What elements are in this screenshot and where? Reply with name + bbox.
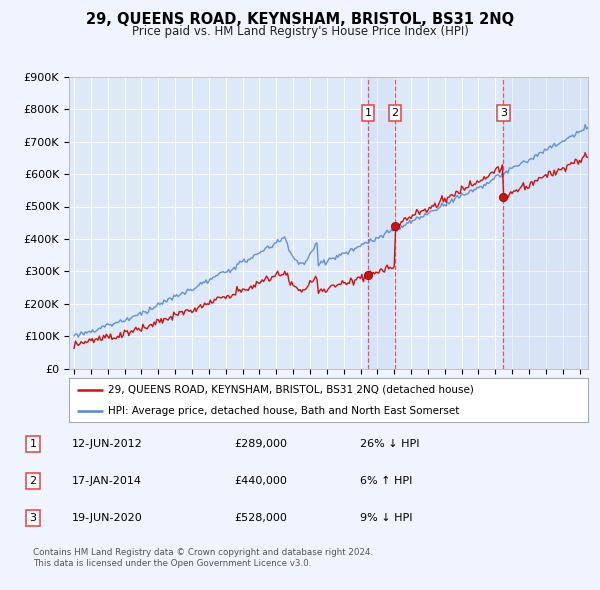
Bar bbox=[503, 77, 588, 369]
Text: 9% ↓ HPI: 9% ↓ HPI bbox=[360, 513, 413, 523]
Text: 3: 3 bbox=[29, 513, 37, 523]
Text: 6% ↑ HPI: 6% ↑ HPI bbox=[360, 476, 412, 486]
Text: 29, QUEENS ROAD, KEYNSHAM, BRISTOL, BS31 2NQ (detached house): 29, QUEENS ROAD, KEYNSHAM, BRISTOL, BS31… bbox=[108, 385, 474, 395]
Text: 26% ↓ HPI: 26% ↓ HPI bbox=[360, 439, 419, 449]
Text: 3: 3 bbox=[500, 108, 507, 118]
Text: Price paid vs. HM Land Registry's House Price Index (HPI): Price paid vs. HM Land Registry's House … bbox=[131, 25, 469, 38]
Text: £528,000: £528,000 bbox=[234, 513, 287, 523]
Text: £289,000: £289,000 bbox=[234, 439, 287, 449]
Text: 19-JUN-2020: 19-JUN-2020 bbox=[72, 513, 143, 523]
Text: 1: 1 bbox=[29, 439, 37, 449]
Text: HPI: Average price, detached house, Bath and North East Somerset: HPI: Average price, detached house, Bath… bbox=[108, 406, 460, 416]
Text: 29, QUEENS ROAD, KEYNSHAM, BRISTOL, BS31 2NQ: 29, QUEENS ROAD, KEYNSHAM, BRISTOL, BS31… bbox=[86, 12, 514, 27]
Text: £440,000: £440,000 bbox=[234, 476, 287, 486]
Text: 2: 2 bbox=[391, 108, 398, 118]
Text: 2: 2 bbox=[29, 476, 37, 486]
Text: Contains HM Land Registry data © Crown copyright and database right 2024.
This d: Contains HM Land Registry data © Crown c… bbox=[33, 548, 373, 568]
Bar bbox=[368, 77, 395, 369]
Text: 1: 1 bbox=[365, 108, 371, 118]
Text: 17-JAN-2014: 17-JAN-2014 bbox=[72, 476, 142, 486]
Text: 12-JUN-2012: 12-JUN-2012 bbox=[72, 439, 143, 449]
